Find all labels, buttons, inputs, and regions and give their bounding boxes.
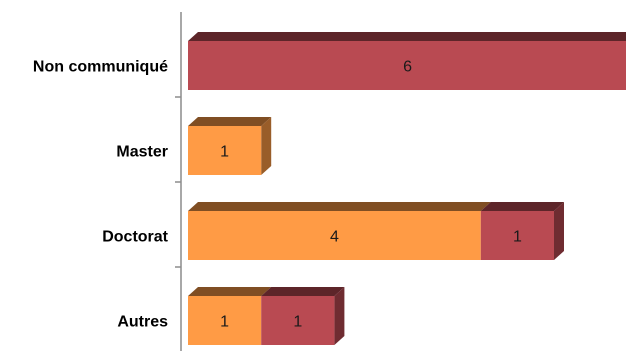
data-label: 1 — [513, 229, 522, 246]
bar-segment — [188, 202, 491, 260]
bar-segment — [480, 202, 564, 260]
labels-layer: Non communiqué 6 Master 1 Doctorat 4 1 Autres 1 1 — [33, 59, 522, 331]
data-label: 4 — [330, 229, 339, 246]
category-label: Master — [116, 144, 168, 161]
bar-segment — [188, 32, 626, 90]
bar-side-face — [261, 117, 272, 175]
bar-front-face — [188, 126, 262, 175]
category-label: Doctorat — [102, 229, 168, 246]
data-label: 1 — [220, 144, 229, 161]
bar-side-face — [334, 287, 345, 345]
bars-layer — [188, 32, 626, 345]
data-label: 6 — [403, 59, 412, 76]
bar-segment — [188, 287, 272, 345]
bar-front-face — [480, 211, 554, 260]
bar-front-face — [188, 41, 626, 90]
bar-top-face — [188, 117, 272, 126]
axis-ticks — [175, 96, 181, 268]
bar-front-face — [188, 296, 262, 345]
data-label: 1 — [293, 314, 302, 331]
bar-top-face — [188, 287, 272, 296]
bar-front-face — [261, 296, 335, 345]
category-label: Autres — [117, 314, 168, 331]
bar-top-face — [480, 202, 564, 211]
bar-front-face — [188, 211, 481, 260]
bar-top-face — [188, 32, 626, 41]
bar-segment — [188, 117, 272, 175]
bar-top-face — [261, 287, 345, 296]
category-label: Non communiqué — [33, 59, 168, 76]
bar-segment — [261, 287, 345, 345]
data-label: 1 — [220, 314, 229, 331]
bar-side-face — [554, 202, 564, 260]
bar-top-face — [188, 202, 491, 211]
